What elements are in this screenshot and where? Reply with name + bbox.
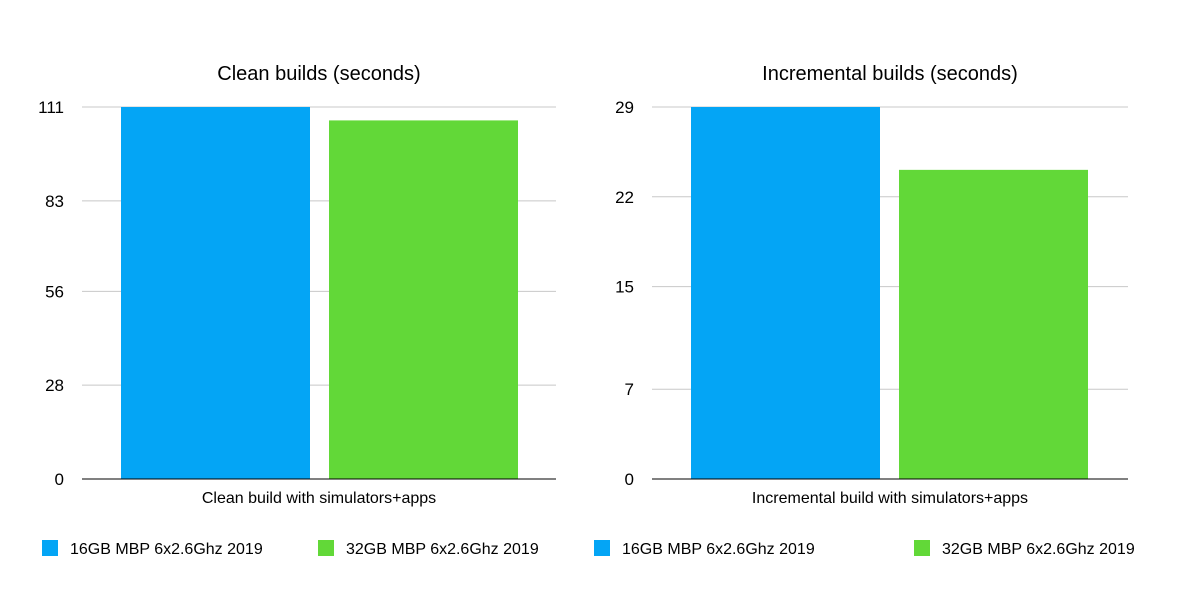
y-tick-label: 29	[615, 98, 634, 117]
legend-label: 16GB MBP 6x2.6Ghz 2019	[622, 541, 815, 558]
chart-2: Incremental builds (seconds) 0 7 15 22 29 Incr…	[594, 63, 1135, 558]
chart-title: Clean builds (seconds)	[217, 63, 420, 85]
x-category-label: Incremental build with simulators+apps	[752, 490, 1028, 507]
y-tick-label: 83	[45, 192, 64, 211]
legend-swatch	[914, 540, 930, 556]
bar-32gb	[899, 169, 1088, 480]
y-tick-label: 0	[55, 470, 64, 489]
legend-swatch	[594, 540, 610, 556]
y-tick-label: 56	[45, 282, 64, 301]
bar-32gb	[329, 120, 518, 480]
legend-label: 16GB MBP 6x2.6Ghz 2019	[70, 541, 263, 558]
legend-label: 32GB MBP 6x2.6Ghz 2019	[942, 541, 1135, 558]
chart-title: Incremental builds (seconds)	[762, 63, 1018, 85]
y-tick-label: 15	[615, 278, 634, 297]
chart-1: Clean builds (seconds) 0 28 56 83 111 Clean bu…	[38, 63, 556, 558]
y-tick-label: 7	[625, 380, 634, 399]
bar-16gb	[121, 107, 310, 479]
legend-swatch	[318, 540, 334, 556]
y-tick-label: 0	[625, 470, 634, 489]
legend-swatch	[42, 540, 58, 556]
y-tick-label: 22	[615, 188, 634, 207]
y-tick-label: 111	[38, 98, 64, 117]
x-category-label: Clean build with simulators+apps	[202, 490, 436, 507]
legend-label: 32GB MBP 6x2.6Ghz 2019	[346, 541, 539, 558]
bar-16gb	[691, 107, 880, 479]
y-tick-label: 28	[45, 376, 64, 395]
